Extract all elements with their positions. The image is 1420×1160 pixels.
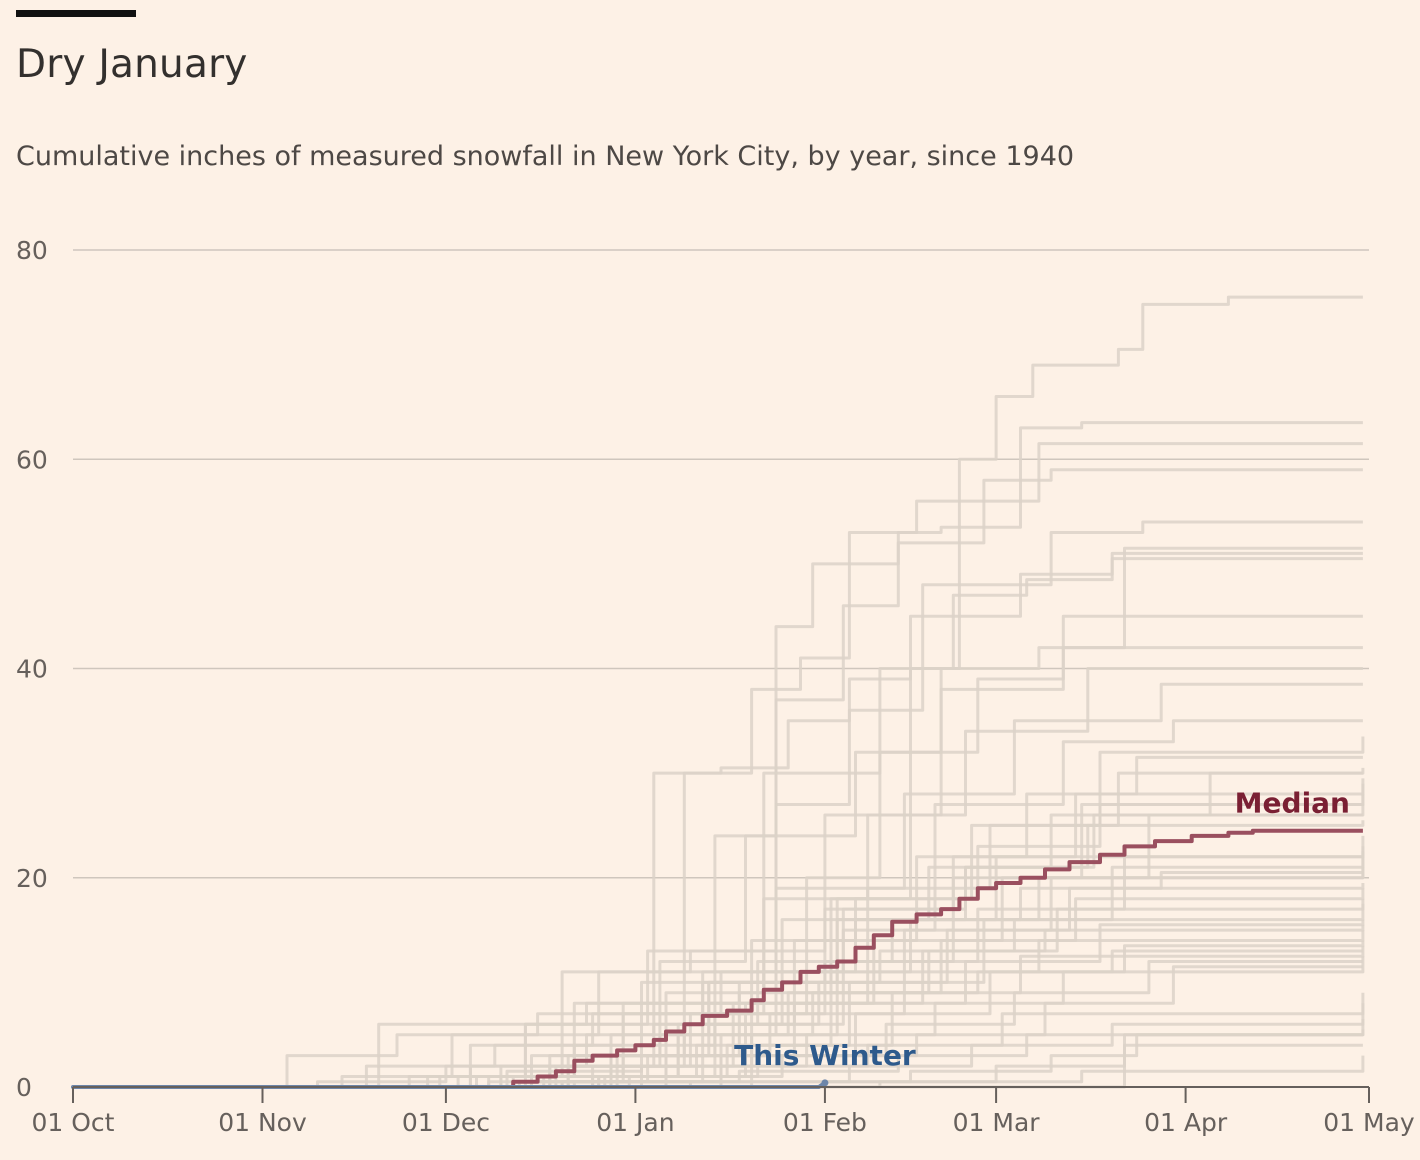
history-line-22	[73, 888, 1365, 1089]
history-line-37	[73, 1033, 1363, 1089]
history-line-30	[73, 965, 1363, 1089]
history-series	[73, 295, 1365, 1089]
history-line-7	[73, 557, 1363, 1089]
highlight-series	[71, 828, 1363, 1089]
x-axis: 01 Oct 01 Nov 01 Dec 01 Jan 01 Feb 01 Mar 01 A…	[32, 1086, 1415, 1137]
history-line-44	[73, 924, 1365, 1089]
history-line-48	[73, 767, 1365, 1089]
y-tick-label-80: 80	[16, 236, 48, 265]
y-tick-label-20: 20	[16, 864, 48, 893]
history-line-1	[73, 551, 1363, 1089]
y-axis-labels: 0 20 40 60 80	[16, 236, 48, 1102]
x-tick-label-4: 01 Feb	[783, 1108, 867, 1137]
this-winter-label: This Winter	[734, 1039, 916, 1072]
y-tick-label-40: 40	[16, 655, 48, 684]
median-line	[73, 828, 1363, 1089]
x-tick-label-3: 01 Jan	[596, 1108, 674, 1137]
history-line-42	[73, 846, 1365, 1089]
x-tick-label-0: 01 Oct	[32, 1108, 115, 1137]
x-tick-label-6: 01 Apr	[1144, 1108, 1228, 1137]
history-line-40	[73, 867, 1365, 1089]
history-line-25	[73, 930, 1365, 1089]
this-winter-endpoint	[821, 1079, 829, 1087]
x-tick-label-1: 01 Nov	[218, 1108, 307, 1137]
history-line-8	[73, 546, 1363, 1089]
history-line-33	[73, 1019, 1365, 1089]
history-line-6	[73, 295, 1363, 1089]
top-rule	[16, 10, 136, 17]
chart-title: Dry January	[16, 42, 248, 87]
y-tick-label-0: 0	[16, 1073, 32, 1102]
history-line-39	[73, 820, 1365, 1089]
history-line-12	[73, 682, 1363, 1089]
x-tick-label-7: 01 May	[1323, 1108, 1415, 1137]
series-labels: Median This Winter	[734, 787, 1350, 1072]
x-tick-label-2: 01 Dec	[402, 1108, 490, 1137]
median-label: Median	[1235, 787, 1350, 820]
history-line-15	[73, 755, 1363, 1089]
history-line-31	[73, 992, 1365, 1089]
history-line-34	[73, 1029, 1365, 1089]
chart-subtitle: Cumulative inches of measured snowfall i…	[16, 141, 1075, 172]
history-line-49	[73, 804, 1365, 1089]
history-line-13	[73, 719, 1363, 1089]
y-tick-label-60: 60	[16, 445, 48, 474]
history-line-29	[73, 960, 1363, 1089]
history-line-38	[73, 783, 1365, 1089]
history-line-4	[73, 442, 1363, 1089]
history-line-3	[73, 468, 1363, 1089]
x-tick-label-5: 01 Mar	[953, 1108, 1041, 1137]
history-line-46	[73, 945, 1365, 1089]
gridlines	[73, 249, 1369, 879]
